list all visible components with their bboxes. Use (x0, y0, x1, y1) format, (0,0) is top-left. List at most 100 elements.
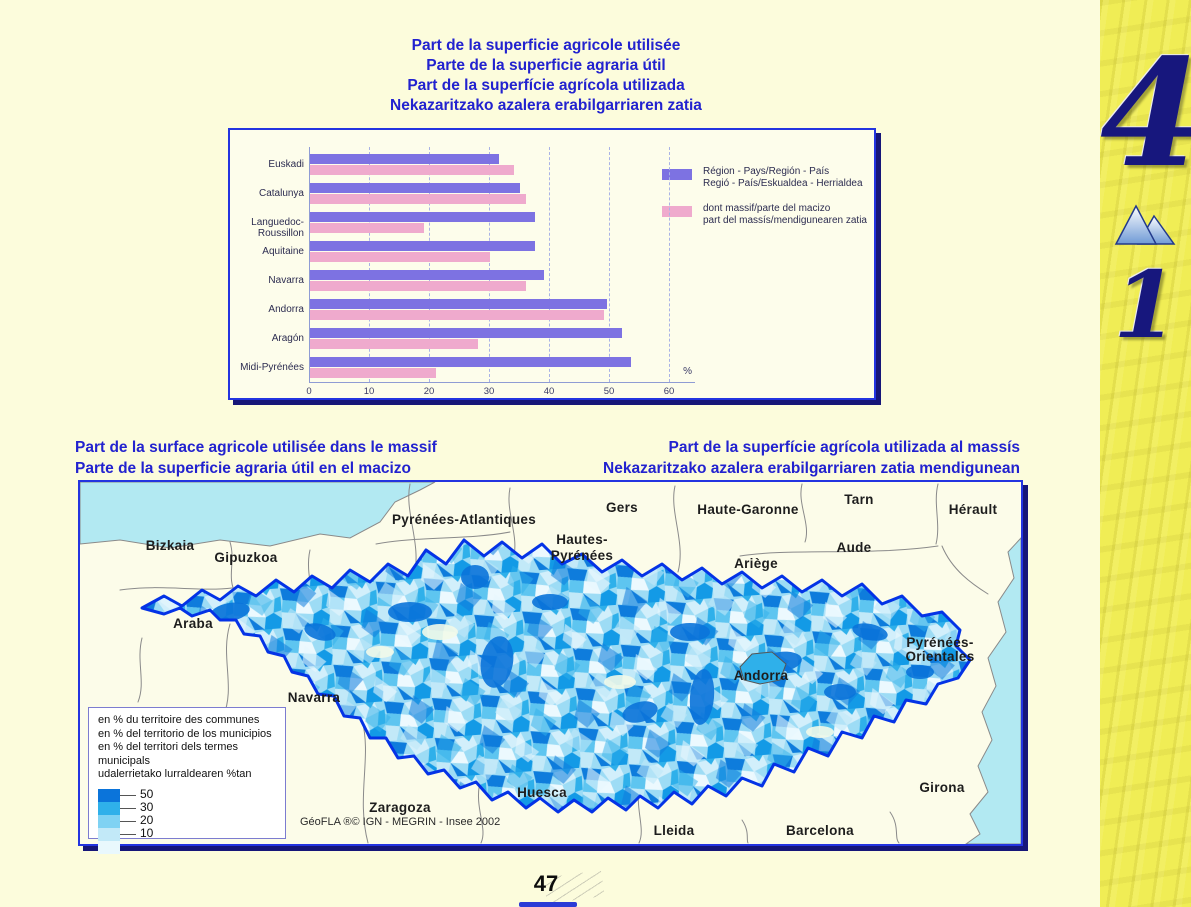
map-legend-swatch (98, 788, 120, 802)
map-legend-swatch (98, 814, 120, 828)
legend-region-line1: Région - Pays/Región - País (703, 166, 830, 177)
map-legend-class-label: 50 (140, 787, 154, 802)
map-heading-right: Part de la superfície agrícola utilizada… (603, 437, 1020, 479)
chart-gridline (549, 147, 550, 382)
map-legend-swatch (98, 801, 120, 815)
map-legend-line-ca: en % del territori dels termes municipal… (98, 741, 238, 767)
map-legend-line-fr: en % du territoire des communes (98, 714, 260, 726)
map-heading-left-line2: Parte de la superficie agraria útil en e… (75, 460, 411, 477)
map-legend-classes: 50 30 20 10 (98, 787, 285, 854)
map-legend-tick (120, 807, 136, 809)
map-label-gipuzkoa: Gipuzkoa (214, 550, 277, 565)
map-label-ariege: Ariège (734, 556, 778, 571)
map-label-pyrenees-orientales-line2: Orientales (905, 649, 974, 664)
map-legend-class-label: 20 (140, 813, 154, 828)
bar-massif (310, 281, 526, 291)
title-line-ca: Part de la superfície agrícola utilizada (407, 77, 685, 94)
legend-swatch-massif (662, 206, 692, 217)
chart-unit-label: % (683, 366, 692, 377)
chart-category-label: Languedoc-Roussillon (251, 217, 304, 239)
map-heading-left-line1: Part de la surface agricole utilisée dan… (75, 439, 437, 456)
chart-tick-label: 60 (663, 386, 675, 397)
bar-region (310, 241, 535, 251)
bar-massif (310, 339, 478, 349)
legend-swatch-region (662, 169, 692, 180)
map-legend-tick (120, 794, 136, 796)
map-legend-line-es: en % del territorio de los municipios (98, 727, 272, 740)
map-label-huesca: Huesca (517, 785, 567, 800)
map-label-haute-garonne: Haute-Garonne (697, 502, 799, 517)
map-label-pyrenees-orientales: Pyrénées-Orientales (905, 635, 974, 664)
map-heading-left: Part de la surface agricole utilisée dan… (75, 437, 437, 479)
map-legend-swatch (98, 840, 120, 854)
bar-massif (310, 252, 490, 262)
map-label-hautes-pyrenees-line1: Hautes- (556, 532, 608, 547)
map-legend-class-row (98, 840, 285, 854)
chart-tick-label: 10 (363, 386, 375, 397)
chart-category-label: Aragón (271, 333, 304, 344)
bar-region (310, 299, 607, 309)
bar-region (310, 270, 544, 280)
chart-plot-area: % Région - Pays/Región - País Regió - Pa… (230, 130, 874, 398)
chart-category-label: Midi-Pyrénées (240, 362, 304, 373)
bar-region (310, 357, 631, 367)
massif-boundary (140, 538, 972, 814)
chart-tick-label: 20 (423, 386, 435, 397)
map-legend-tick (120, 833, 136, 835)
map-label-lleida: Lleida (654, 823, 695, 838)
map-label-araba: Araba (173, 616, 213, 631)
map-credit: GéoFLA ®© IGN - MEGRIN - Insee 2002 (300, 816, 501, 828)
map-legend-class-label: 10 (140, 826, 154, 841)
bar-massif (310, 310, 604, 320)
map-label-zaragoza: Zaragoza (369, 800, 431, 815)
map-legend-tick (120, 820, 136, 822)
bar-massif (310, 194, 526, 204)
bar-region (310, 154, 499, 164)
map-label-gers: Gers (606, 500, 638, 515)
chapter-number: 4 (1100, 38, 1191, 188)
footer-rule (519, 902, 577, 907)
andorra-outline (739, 651, 787, 685)
map-heading-right-line2: Nekazaritzako azalera erabilgarriaren za… (603, 460, 1020, 477)
chart-gridline (369, 147, 370, 382)
map-legend-swatch (98, 827, 120, 841)
legend-text-massif: dont massif/parte del macizo part del ma… (703, 203, 867, 227)
bar-massif (310, 223, 424, 233)
chart-tick-label: 0 (306, 386, 312, 397)
bar-region (310, 212, 535, 222)
bay-of-biscay-sea (80, 482, 436, 549)
chart-gridline (489, 147, 490, 382)
title-line-fr: Part de la superficie agricole utilisée (411, 37, 681, 54)
map-label-aude: Aude (837, 540, 872, 555)
legend-item-massif: dont massif/parte del macizo part del ma… (662, 203, 870, 227)
map-label-bizkaia: Bizkaia (146, 538, 195, 553)
map-legend-class-row: 50 (98, 787, 285, 802)
chart-category-label: Andorra (268, 304, 304, 315)
legend-region-line2: Regió - País/Eskualdea - Herrialdea (703, 178, 863, 189)
map-label-tarn: Tarn (844, 492, 873, 507)
map-legend: en % du territoire des communes en % del… (88, 707, 286, 854)
map-legend-line-eu: udalerrietako lurraldearen %tan (98, 768, 252, 780)
map-label-pyrenees-atlantiques: Pyrénées-Atlantiques (392, 512, 536, 527)
bar-region (310, 183, 520, 193)
map-legend-class-row: 20 (98, 813, 285, 828)
map-label-herault: Hérault (949, 502, 998, 517)
map-canvas: Bizkaia Gipuzkoa Araba Navarra Pyrénées-… (80, 482, 1021, 844)
title-line-eu: Nekazaritzako azalera erabilgarriaren za… (390, 97, 702, 114)
chart-gridline (669, 147, 670, 382)
map-label-navarra: Navarra (288, 690, 341, 705)
section-number: 1 (1113, 251, 1178, 359)
chart-tick-label: 40 (543, 386, 555, 397)
map-heading-right-line1: Part de la superfície agrícola utilizada… (668, 439, 1020, 456)
chart-category-label: Navarra (268, 275, 304, 286)
map-legend-class-row: 30 (98, 801, 285, 815)
chart-tick-label: 50 (603, 386, 615, 397)
title-line-es: Parte de la superficie agraria útil (426, 57, 666, 74)
chapter-sidebar: 4 1 (1100, 0, 1191, 907)
mediterranean-sea (965, 537, 1021, 844)
map-legend-class-row: 10 (98, 826, 285, 841)
page-number: 47 (533, 871, 559, 896)
map-label-hautes-pyrenees-line2: Pyrénées (551, 548, 613, 563)
map-label-andorra: Andorra (734, 668, 789, 683)
